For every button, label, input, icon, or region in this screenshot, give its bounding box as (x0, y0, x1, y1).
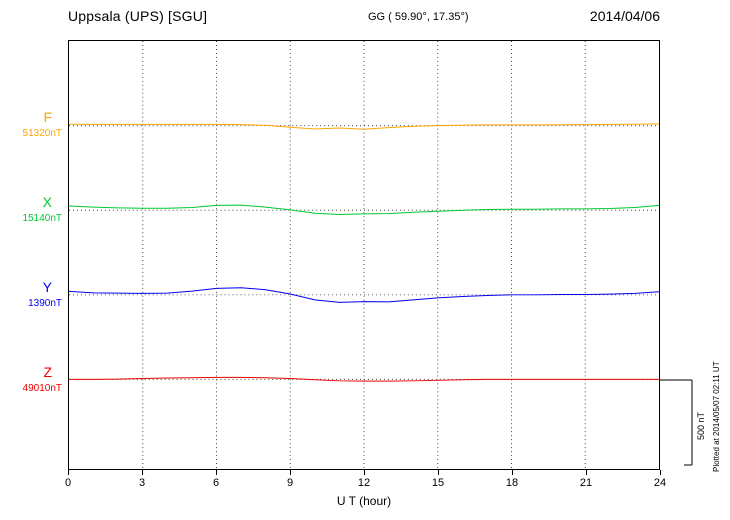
trace-baseline-Y: 1390nT (28, 298, 62, 309)
x-tick-0 (68, 470, 69, 475)
plotted-at-note: Plotted at 2014/05/07 02:11 UT (712, 361, 721, 472)
trace-baseline-X: 15140nT (22, 213, 62, 224)
scale-bar-label: 500 nT (696, 411, 706, 440)
x-tick-12 (364, 470, 365, 475)
x-tick-label-0: 0 (64, 477, 72, 489)
trace-X (69, 204, 659, 215)
trace-Z (69, 376, 659, 382)
trace-label-Y: Y (42, 279, 52, 295)
trace-F (69, 123, 659, 130)
x-tick-3 (142, 470, 143, 475)
x-tick-label-21: 21 (579, 477, 593, 489)
x-tick-18 (512, 470, 513, 475)
station-title: Uppsala (UPS) [SGU] (68, 8, 208, 24)
plot-date: 2014/04/06 (589, 8, 660, 24)
x-tick-6 (216, 470, 217, 475)
plot-frame (68, 40, 660, 470)
trace-label-X: X (42, 194, 52, 210)
x-axis-title: U T (hour) (336, 494, 392, 508)
x-tick-label-9: 9 (286, 477, 294, 489)
x-tick-21 (586, 470, 587, 475)
x-tick-24 (660, 470, 661, 475)
trace-label-Z: Z (43, 364, 52, 380)
magnetogram-plot (69, 41, 659, 469)
x-tick-label-3: 3 (138, 477, 146, 489)
x-tick-label-6: 6 (212, 477, 220, 489)
x-tick-label-18: 18 (505, 477, 519, 489)
scale-bar (660, 379, 693, 466)
trace-Y (69, 287, 659, 303)
x-tick-label-12: 12 (357, 477, 371, 489)
x-tick-label-15: 15 (431, 477, 445, 489)
x-tick-9 (290, 470, 291, 475)
geographic-coords: GG ( 59.90°, 17.35°) (368, 11, 469, 23)
x-tick-15 (438, 470, 439, 475)
trace-baseline-F: 51320nT (22, 128, 62, 139)
trace-baseline-Z: 49010nT (22, 383, 62, 394)
x-tick-label-24: 24 (653, 477, 667, 489)
trace-label-F: F (43, 109, 52, 125)
